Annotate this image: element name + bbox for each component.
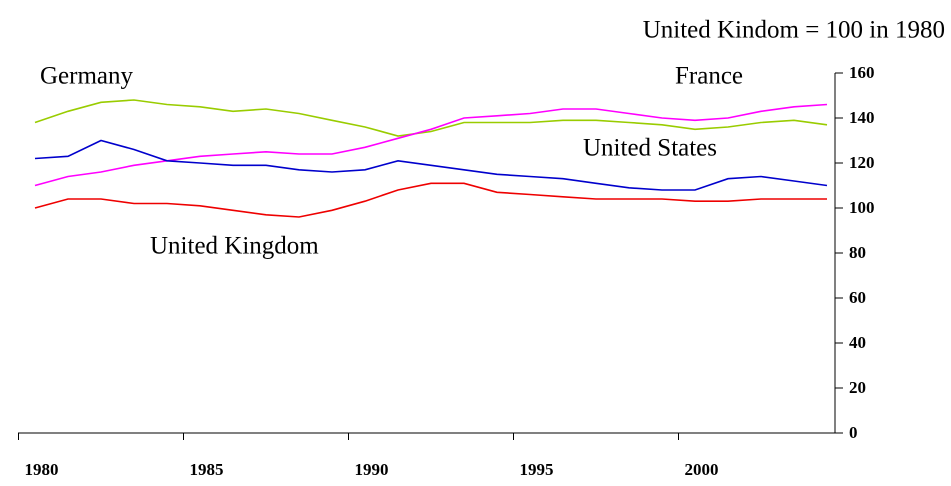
y-tick-label: 140 <box>849 108 875 127</box>
x-tick-label: 1990 <box>355 460 389 479</box>
series-label: Germany <box>40 63 134 90</box>
y-tick-label: 60 <box>849 288 866 307</box>
y-tick-label: 0 <box>849 423 858 442</box>
y-tick-label: 120 <box>849 153 875 172</box>
y-tick-label: 20 <box>849 378 866 397</box>
x-tick-label: 1980 <box>25 460 59 479</box>
series-line <box>34 99 828 137</box>
series-label: France <box>675 63 743 90</box>
chart-subtitle: United Kindom = 100 in 1980 <box>643 17 945 44</box>
x-tick-label: 1995 <box>520 460 554 479</box>
series-label: United Kingdom <box>150 233 319 260</box>
x-tick-label: 1985 <box>190 460 224 479</box>
y-tick-label: 40 <box>849 333 866 352</box>
series-label: United States <box>583 135 717 162</box>
y-tick-label: 160 <box>849 63 875 82</box>
series-line <box>34 139 828 191</box>
x-tick-label: 2000 <box>685 460 719 479</box>
series-line <box>34 182 827 218</box>
y-tick-label: 100 <box>849 198 875 217</box>
y-tick-label: 80 <box>849 243 866 262</box>
